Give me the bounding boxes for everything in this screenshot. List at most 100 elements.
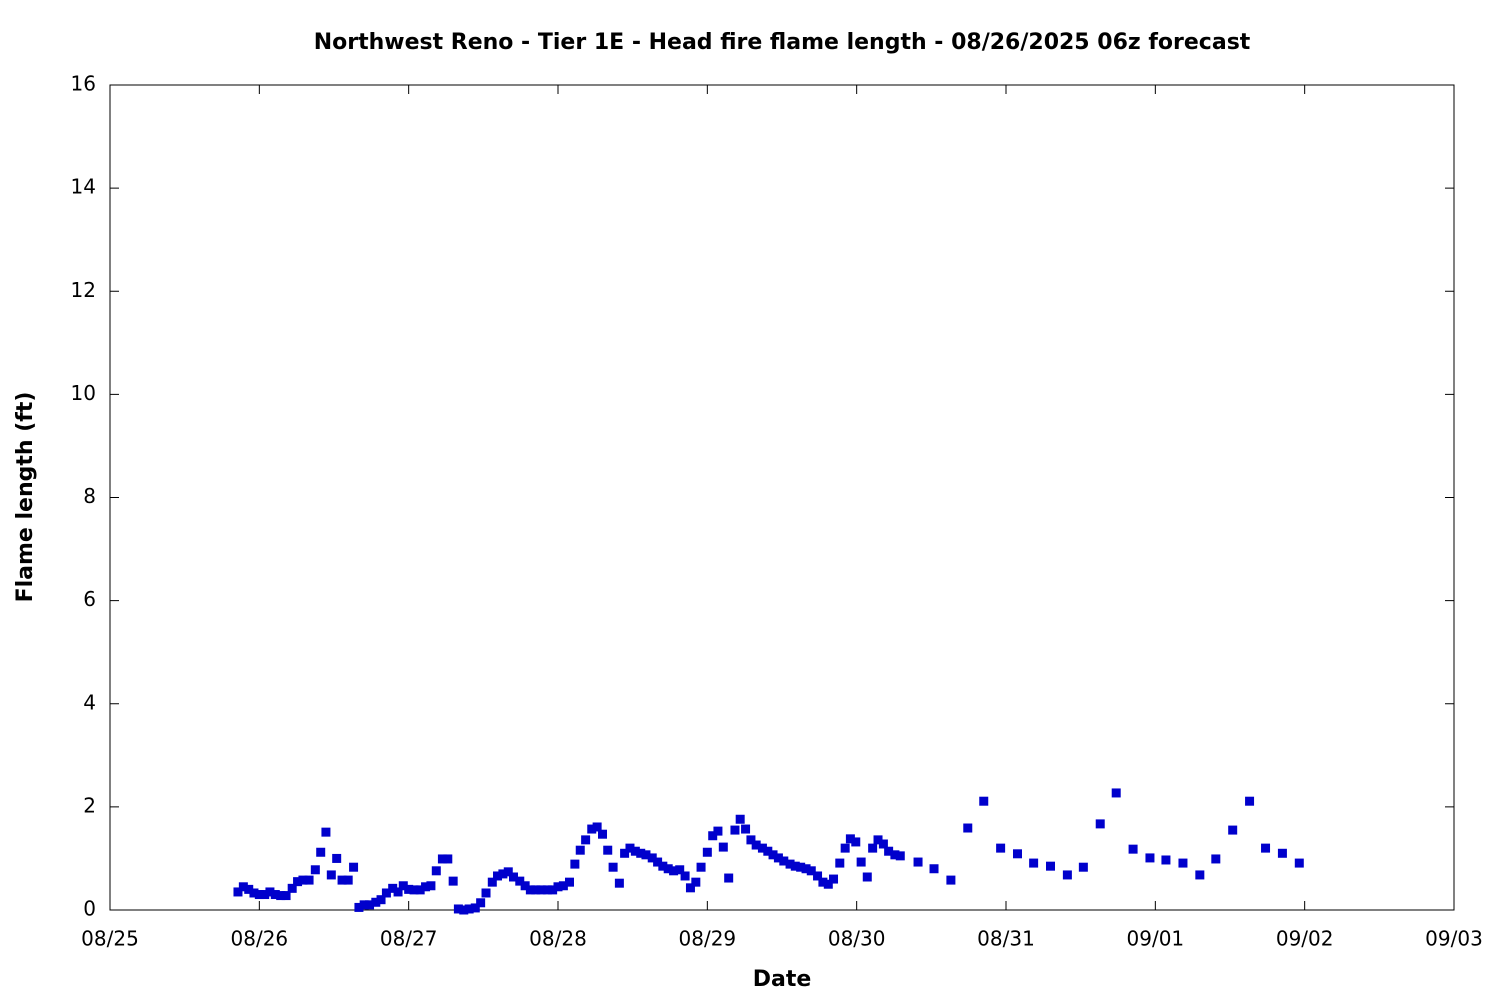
point — [806, 866, 816, 876]
point — [878, 839, 888, 849]
point — [1046, 861, 1056, 871]
point — [1261, 843, 1271, 853]
point — [409, 885, 419, 895]
point — [702, 847, 712, 857]
point — [713, 826, 723, 836]
point — [349, 862, 359, 872]
point — [376, 895, 386, 905]
point — [913, 857, 923, 867]
point — [398, 881, 408, 891]
point — [459, 905, 469, 915]
point — [388, 883, 398, 893]
point — [873, 835, 883, 845]
point — [365, 900, 375, 910]
point — [520, 881, 530, 891]
point — [281, 891, 291, 901]
point — [746, 835, 756, 845]
point — [1012, 849, 1022, 859]
point — [310, 865, 320, 875]
y-tick-label: 14 — [71, 175, 96, 199]
point — [343, 875, 353, 885]
point — [669, 866, 679, 876]
point — [481, 888, 491, 898]
point — [515, 876, 525, 886]
point — [321, 827, 331, 837]
x-tick-label: 08/31 — [977, 927, 1035, 951]
point — [249, 888, 259, 898]
point — [298, 875, 308, 885]
point — [316, 847, 326, 857]
point — [751, 840, 761, 850]
point — [536, 885, 546, 895]
point — [724, 873, 734, 883]
point — [840, 843, 850, 853]
y-tick-label: 0 — [83, 897, 96, 921]
point — [415, 885, 425, 895]
point — [393, 887, 403, 897]
point — [818, 877, 828, 887]
point — [856, 857, 866, 867]
point — [276, 891, 286, 901]
point — [996, 843, 1006, 853]
point — [823, 879, 833, 889]
x-tick-label: 09/02 — [1276, 927, 1334, 951]
point — [592, 822, 602, 832]
y-tick-label: 6 — [83, 587, 96, 611]
point — [1178, 858, 1188, 868]
point — [304, 875, 314, 885]
point — [558, 881, 568, 891]
point — [979, 796, 989, 806]
point — [735, 814, 745, 824]
point — [244, 884, 254, 894]
point — [531, 885, 541, 895]
point — [630, 846, 640, 856]
point — [587, 824, 597, 834]
point — [464, 904, 474, 914]
point — [487, 877, 497, 887]
point — [663, 864, 673, 874]
point — [404, 884, 414, 894]
y-tick-label: 16 — [71, 72, 96, 96]
point — [1029, 858, 1039, 868]
point — [653, 857, 663, 867]
point — [1062, 870, 1072, 880]
point — [431, 866, 441, 876]
point — [796, 862, 806, 872]
point — [1245, 796, 1255, 806]
point — [371, 897, 381, 907]
point — [636, 848, 646, 858]
point — [757, 843, 767, 853]
x-tick-label: 08/30 — [828, 927, 886, 951]
point — [790, 861, 800, 871]
point — [421, 882, 431, 892]
x-tick-label: 09/01 — [1127, 927, 1185, 951]
point — [730, 825, 740, 835]
point — [553, 882, 563, 892]
x-tick-label: 08/27 — [380, 927, 438, 951]
point — [647, 853, 657, 863]
point — [862, 872, 872, 882]
point — [963, 823, 973, 833]
point — [476, 898, 486, 908]
point — [326, 870, 336, 880]
point — [503, 867, 513, 877]
point — [845, 834, 855, 844]
y-tick-label: 2 — [83, 793, 96, 817]
point — [437, 854, 447, 864]
y-tick-label: 4 — [83, 690, 96, 714]
point — [260, 890, 270, 900]
point — [625, 843, 635, 853]
point — [773, 853, 783, 863]
point — [548, 885, 558, 895]
point — [614, 878, 624, 888]
point — [779, 856, 789, 866]
point — [1128, 844, 1138, 854]
point — [1195, 870, 1205, 880]
x-tick-label: 08/26 — [231, 927, 289, 951]
point — [868, 843, 878, 853]
point — [813, 871, 823, 881]
y-tick-label: 12 — [71, 278, 96, 302]
point — [598, 829, 608, 839]
point — [265, 887, 275, 897]
point — [337, 875, 347, 885]
